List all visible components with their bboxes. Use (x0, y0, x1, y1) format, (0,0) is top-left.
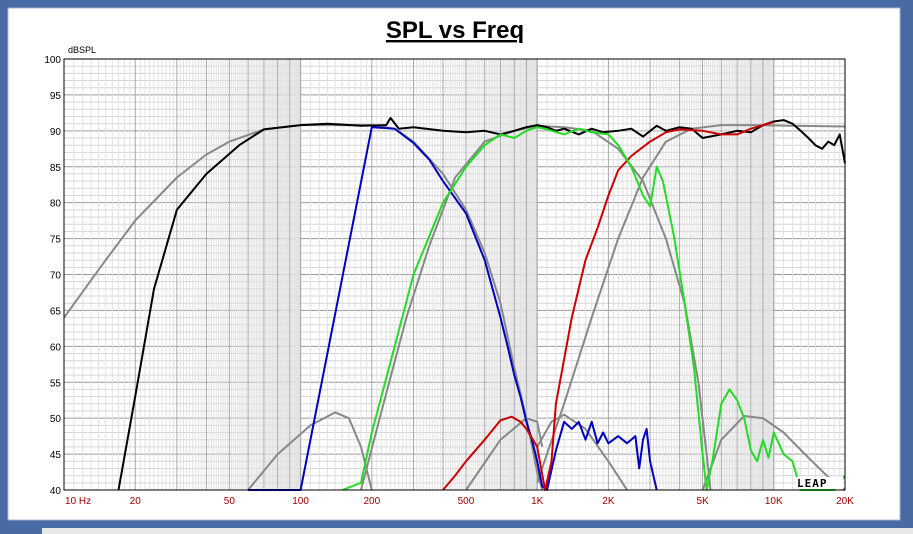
series-line-8 (117, 116, 846, 491)
y-tick-label: 85 (50, 163, 62, 174)
x-tick-label: 1K (531, 496, 544, 507)
y-tick-label: 60 (50, 342, 62, 353)
plot-border (63, 58, 846, 491)
x-tick-label: 10K (765, 496, 783, 507)
x-tick-label: 2K (602, 496, 615, 507)
chart-title: SPL vs Freq (386, 17, 524, 44)
x-tick-label: 20 (130, 496, 142, 507)
series-line-2 (247, 411, 373, 491)
y-tick-label: 55 (50, 378, 62, 389)
leap-watermark: LEAP (797, 477, 828, 490)
y-axis-unit-label: dBSPL (68, 45, 96, 55)
series-line-10 (442, 121, 775, 491)
x-tick-label: 20K (836, 496, 854, 507)
y-tick-label: 65 (50, 306, 62, 317)
x-tick-label: 10 Hz (65, 496, 91, 507)
x-tick-label: 500 (458, 496, 475, 507)
x-tick-label: 200 (363, 496, 380, 507)
series-line-5 (536, 413, 628, 491)
series-line-11 (341, 126, 846, 491)
y-tick-labels: 40 45 50 55 60 65 70 75 80 85 90 95 100 (44, 55, 61, 497)
status-strip (42, 528, 913, 534)
y-tick-label: 75 (50, 235, 62, 246)
y-tick-label: 45 (50, 450, 62, 461)
x-tick-label: 100 (292, 496, 309, 507)
y-tick-label: 90 (50, 127, 62, 138)
y-tick-label: 100 (44, 55, 61, 66)
y-tick-label: 95 (50, 91, 62, 102)
y-tick-label: 50 (50, 414, 62, 425)
y-tick-label: 70 (50, 271, 62, 282)
grid-lines (63, 58, 846, 491)
x-tick-labels: 10 Hz 20 50 100 200 500 1K 2K 5K 10K 20K (65, 496, 854, 507)
y-tick-label: 40 (50, 486, 62, 497)
watermark-bg (796, 477, 843, 489)
x-tick-label: 5K (696, 496, 709, 507)
y-tick-label: 80 (50, 199, 62, 210)
x-tick-label: 50 (224, 496, 236, 507)
